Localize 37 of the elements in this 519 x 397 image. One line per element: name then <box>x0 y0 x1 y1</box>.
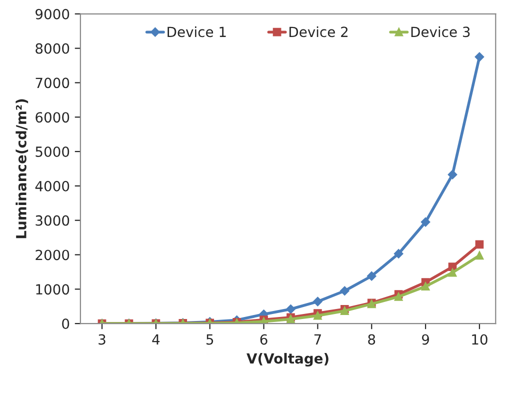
point <box>475 251 484 260</box>
legend-label: Device 1 <box>168 26 226 38</box>
point <box>340 286 350 296</box>
y-tick-label: 4000 <box>35 180 70 192</box>
legend-label: Device 3 <box>411 26 470 38</box>
point <box>475 240 484 249</box>
y-tick-label: 1000 <box>36 284 70 295</box>
x-tick-label: 5 <box>206 334 214 345</box>
point <box>421 282 430 291</box>
x-tick-label: 6 <box>260 334 268 345</box>
y-axis-title: Luminance(cd/m²) <box>16 99 28 238</box>
y-tick-label: 6000 <box>36 112 70 123</box>
y-tick-label: 5000 <box>36 146 70 157</box>
point <box>394 249 404 258</box>
y-tick-label: 9000 <box>36 8 70 20</box>
y-tick-label: 2000 <box>36 250 70 260</box>
x-tick-label: 4 <box>152 334 160 345</box>
point <box>394 292 403 301</box>
point <box>420 217 430 227</box>
point <box>448 170 458 180</box>
point <box>314 311 322 320</box>
x-tick-label: 3 <box>98 334 106 345</box>
point <box>474 52 484 62</box>
y-tick-label: 8000 <box>36 43 70 54</box>
y-tick-label: 0 <box>62 318 70 330</box>
x-tick-label: 9 <box>422 334 429 345</box>
point <box>286 304 296 314</box>
point <box>448 268 457 277</box>
x-axis-title: V(Voltage) <box>246 352 328 367</box>
x-tick-label: 10 <box>472 334 488 345</box>
legend-label: Device 2 <box>290 26 348 38</box>
point <box>313 296 322 306</box>
x-tick-label: 7 <box>314 334 321 345</box>
y-tick-label: 3000 <box>36 215 70 226</box>
x-tick-label: 8 <box>368 334 376 345</box>
y-tick-label: 7000 <box>36 78 70 88</box>
point <box>367 271 376 281</box>
